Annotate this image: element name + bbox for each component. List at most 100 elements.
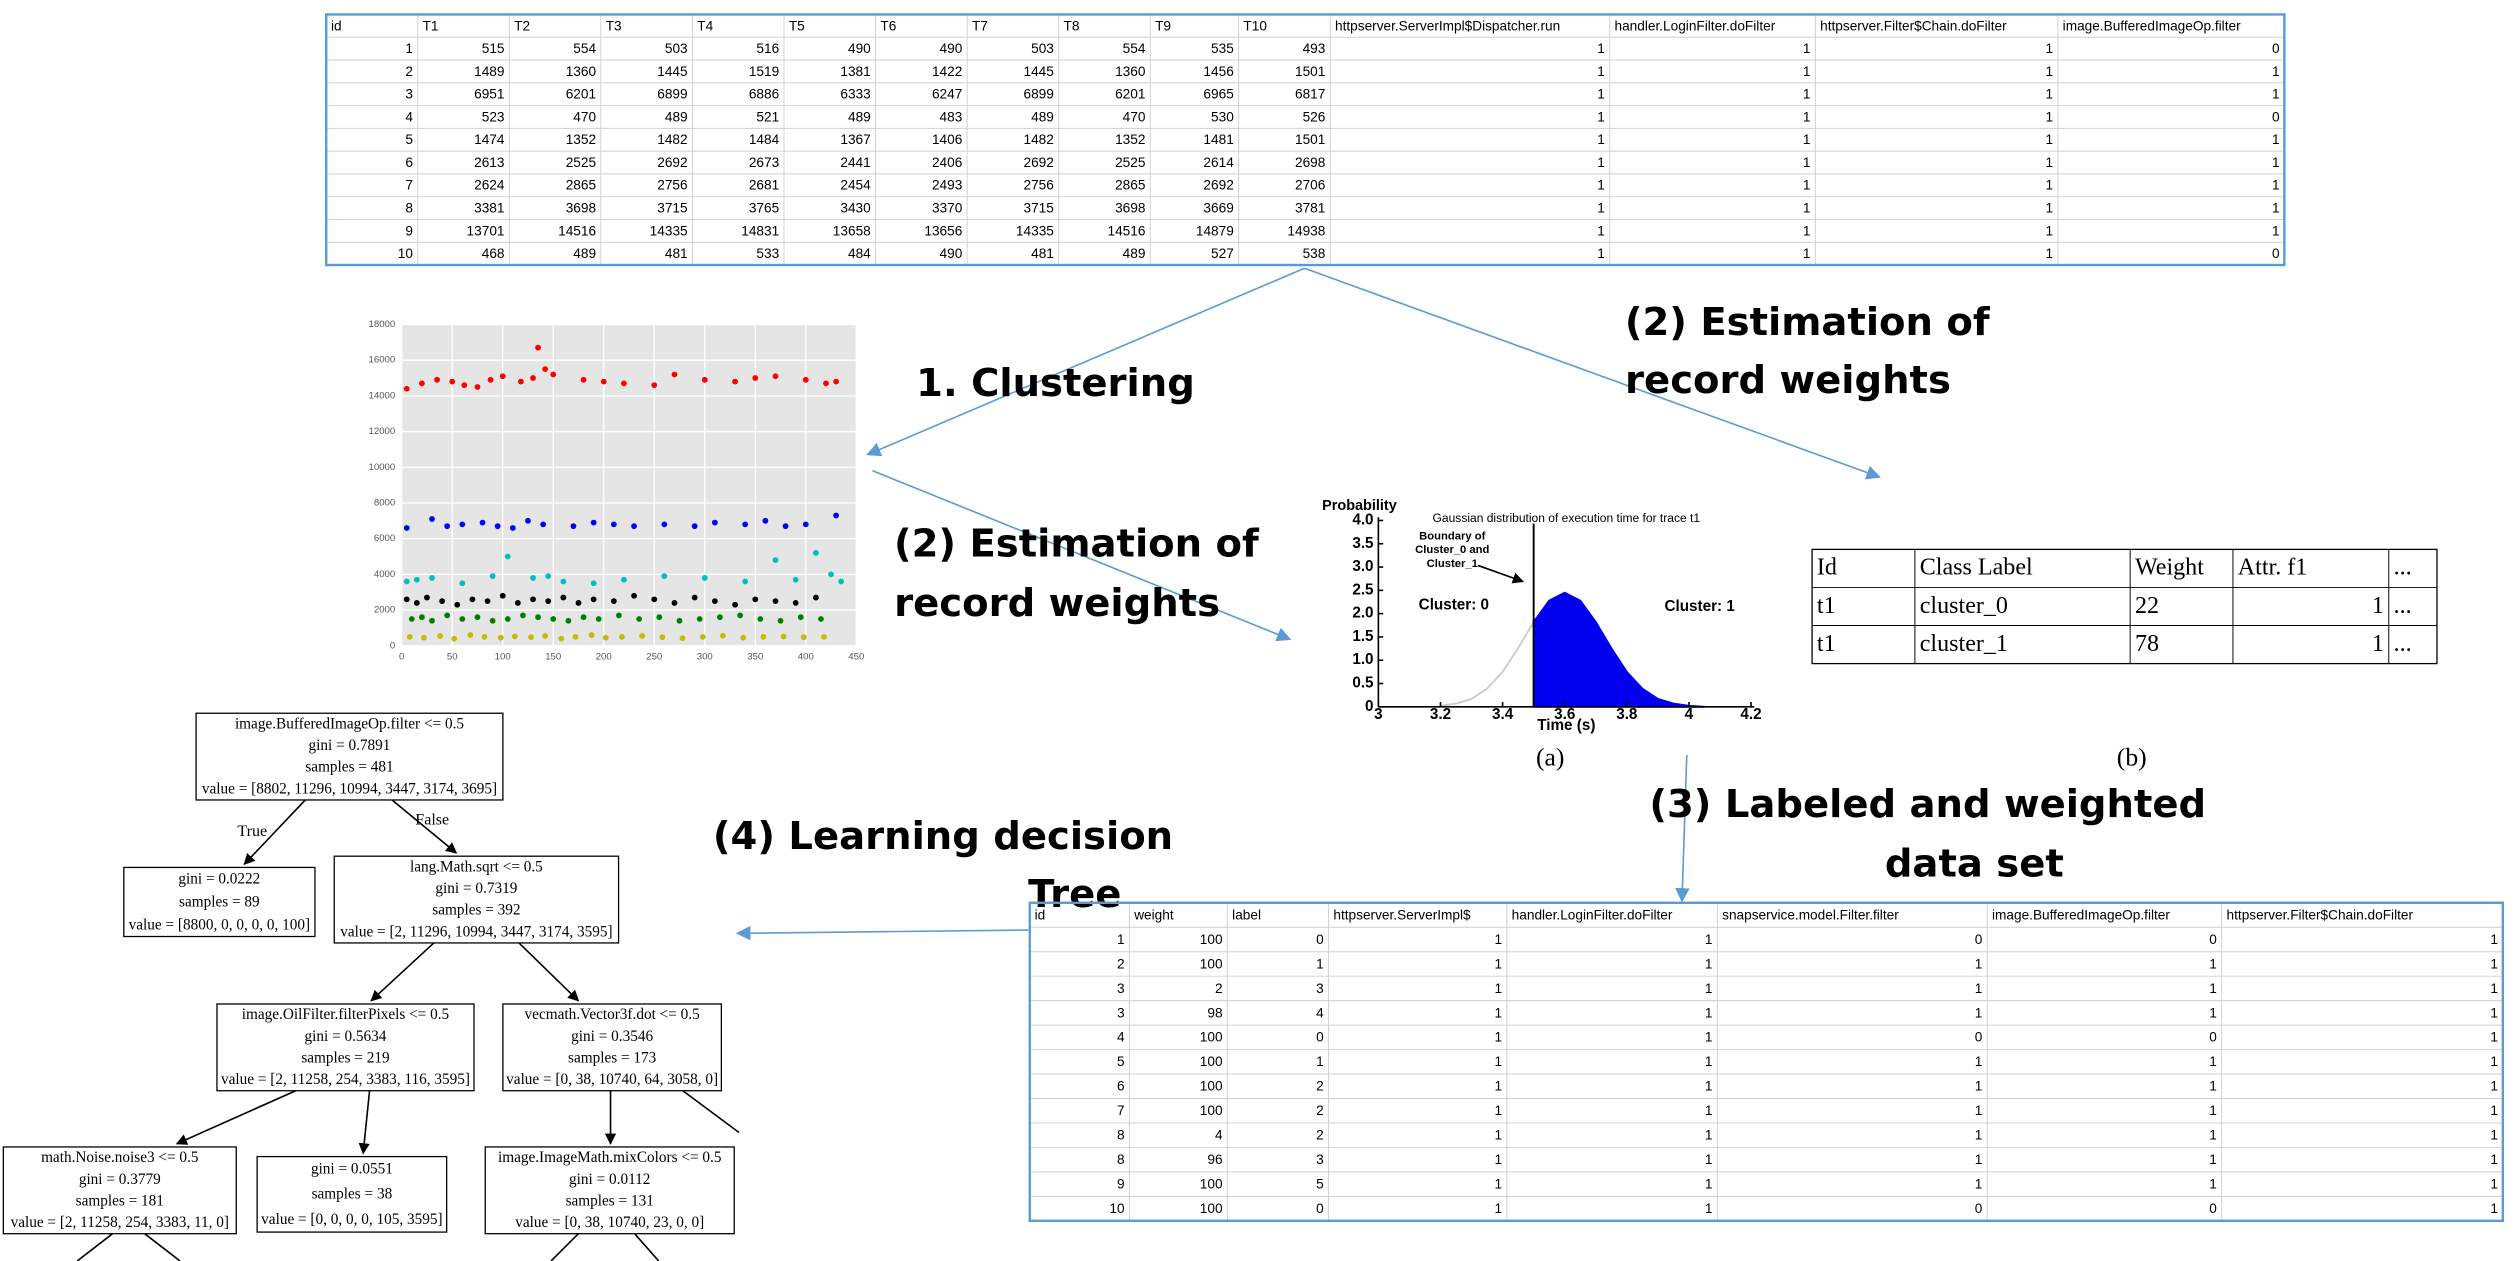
x-tick-label: 4.2 bbox=[1740, 706, 1761, 723]
x-tick-label: 400 bbox=[798, 652, 814, 663]
cell: 554 bbox=[1123, 41, 1146, 56]
cell: 1501 bbox=[1295, 132, 1325, 147]
edge-label: True bbox=[237, 823, 267, 840]
cell: 1 bbox=[1803, 41, 1811, 56]
line bbox=[1440, 621, 1535, 707]
column-header: T2 bbox=[514, 18, 530, 33]
cell: 490 bbox=[848, 41, 871, 56]
cell: 0 bbox=[2209, 932, 2217, 947]
cell: 1 bbox=[1494, 1079, 1502, 1094]
cell: 1 bbox=[1975, 1152, 1983, 1167]
data-point bbox=[403, 578, 410, 585]
cell: 489 bbox=[573, 246, 596, 261]
data-point bbox=[542, 633, 549, 639]
cell: 13658 bbox=[833, 223, 871, 238]
cell: 1381 bbox=[840, 64, 870, 79]
annotation: Boundary of bbox=[1419, 530, 1485, 542]
cell: 5 bbox=[405, 132, 413, 147]
cell: 100 bbox=[1200, 1030, 1223, 1045]
data-point bbox=[651, 382, 658, 389]
cell: 2692 bbox=[657, 155, 687, 170]
cell: 1 bbox=[1597, 41, 1605, 56]
y-tick-label: 4000 bbox=[374, 569, 395, 580]
data-point bbox=[580, 376, 587, 383]
tree-node bbox=[2, 1146, 237, 1235]
cell: 10 bbox=[1109, 1201, 1125, 1216]
node-text: image.BufferedImageOp.filter <= 0.5 bbox=[235, 715, 464, 732]
cell: 516 bbox=[756, 41, 779, 56]
tree-node bbox=[216, 1003, 475, 1092]
node-text: gini = 0.0222 bbox=[178, 870, 260, 887]
annotation-arrow bbox=[1477, 564, 1525, 584]
data-point bbox=[752, 375, 759, 381]
cell: 1 bbox=[1494, 1177, 1502, 1192]
edge-label: False bbox=[415, 812, 449, 829]
cell: 538 bbox=[1303, 246, 1326, 261]
cell: 9 bbox=[1117, 1177, 1125, 1192]
node-text: vecmath.Vector3f.dot <= 0.5 bbox=[525, 1006, 701, 1023]
cell: 1 bbox=[1803, 246, 1811, 261]
data-point bbox=[419, 380, 425, 387]
cell: 2681 bbox=[749, 178, 779, 193]
data-point bbox=[818, 616, 824, 622]
data-point bbox=[497, 634, 504, 641]
data-point bbox=[403, 385, 410, 392]
cell: 14938 bbox=[1287, 223, 1325, 238]
cell: ... bbox=[2394, 631, 2412, 657]
cell: 2 bbox=[1316, 1128, 1324, 1143]
x-tick-label: 3.2 bbox=[1430, 706, 1451, 723]
cell: 0 bbox=[2272, 109, 2280, 124]
cell: 3781 bbox=[1295, 200, 1325, 215]
cell: 2525 bbox=[566, 155, 597, 170]
cell: 1519 bbox=[749, 64, 779, 79]
data-point bbox=[545, 598, 552, 605]
cell: 14516 bbox=[1108, 223, 1146, 238]
cell: 2 bbox=[1215, 981, 1223, 996]
node-text: gini = 0.5634 bbox=[305, 1028, 387, 1045]
cell: 2441 bbox=[840, 155, 870, 170]
y-tick-label: 12000 bbox=[369, 426, 396, 437]
y-tick-label: 2.0 bbox=[1352, 605, 1373, 622]
cell: 1 bbox=[1316, 956, 1324, 971]
cell: 3698 bbox=[566, 200, 596, 215]
cell: 1 bbox=[1705, 1128, 1713, 1143]
y-tick-label: 18000 bbox=[369, 319, 396, 330]
cell: 1 bbox=[2209, 1054, 2217, 1069]
cell: 7 bbox=[1117, 1103, 1125, 1118]
cell: 1 bbox=[1975, 1005, 1983, 1020]
data-point bbox=[639, 633, 646, 639]
cell: cluster_1 bbox=[1920, 631, 2008, 657]
data-point bbox=[542, 366, 549, 372]
data-point bbox=[619, 633, 625, 640]
cell: t1 bbox=[1817, 631, 1836, 657]
data-point bbox=[474, 384, 481, 390]
cell: 1 bbox=[1494, 1005, 1502, 1020]
node-text: value = [8802, 11296, 10994, 3447, 3174,… bbox=[202, 780, 497, 797]
cell: 1352 bbox=[566, 132, 596, 147]
cell: 3 bbox=[1316, 981, 1324, 996]
data-point bbox=[833, 512, 839, 519]
cell: 481 bbox=[665, 246, 688, 261]
cell: 2 bbox=[405, 64, 413, 79]
x-tick-label: 100 bbox=[495, 652, 511, 663]
data-point bbox=[520, 612, 526, 619]
data-point bbox=[621, 576, 627, 583]
cell: 6201 bbox=[1115, 87, 1145, 102]
data-point bbox=[701, 575, 708, 581]
cell: 100 bbox=[1200, 1177, 1223, 1192]
cell: 0 bbox=[1975, 1030, 1983, 1045]
data-point bbox=[494, 523, 501, 530]
cell: 1 bbox=[1705, 1054, 1713, 1069]
cell: 533 bbox=[756, 246, 779, 261]
table-border bbox=[324, 13, 2286, 267]
node-text: image.OilFilter.filterPixels <= 0.5 bbox=[242, 1006, 450, 1023]
data-point bbox=[487, 376, 494, 383]
cell: 6201 bbox=[566, 87, 596, 102]
tree-node bbox=[256, 1155, 448, 1233]
cell: 1360 bbox=[566, 64, 597, 79]
cell: 14335 bbox=[650, 223, 688, 238]
data-point bbox=[760, 633, 767, 640]
column-header: httpserver.Filter$Chain.doFilter bbox=[2227, 907, 2414, 922]
data-point bbox=[802, 521, 809, 528]
data-point bbox=[530, 375, 536, 381]
